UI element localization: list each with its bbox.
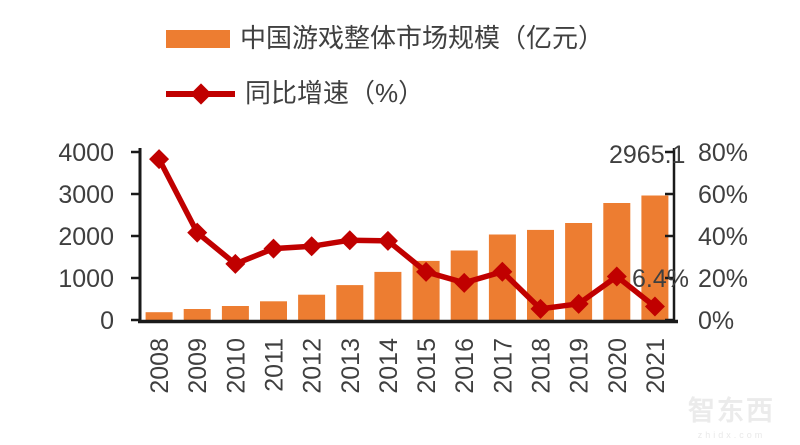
growth-marker-2019 [568,293,589,314]
legend-item-market-size: 中国游戏整体市场规模（亿元） [166,23,605,54]
bar-2013 [336,285,364,320]
x-axis-label-2016: 2016 [451,338,479,394]
bar-2008 [145,312,173,320]
growth-marker-2013 [339,230,360,251]
right-axis-tick-label-0%: 0% [698,307,734,335]
growth-marker-2010 [225,253,246,274]
bar-2012 [298,294,326,320]
legend-label-growth-rate: 同比增速（%） [245,78,425,108]
x-axis-label-2018: 2018 [528,338,556,394]
annotation-2021-bar-value: 2965.1 [609,141,686,169]
right-axis-tick-label-60%: 60% [698,181,748,209]
bar-2009 [183,309,211,320]
right-axis-tick-label-80%: 80% [698,139,748,167]
watermark: 智东西 zhidx.com [688,389,775,440]
bar-2020 [603,203,631,320]
growth-marker-2020 [606,266,627,287]
growth-marker-2009 [187,222,208,243]
x-axis-label-2008: 2008 [146,338,174,394]
growth-marker-2018 [530,298,551,319]
bar-2011 [260,301,287,320]
bar-2010 [221,306,249,320]
watermark-url: zhidx.com [697,430,766,440]
bar-series-swatch-icon [166,29,230,48]
growth-marker-2016 [454,272,475,293]
growth-marker-2014 [377,230,398,251]
annotation-2021-growth-value: 6.4% [632,265,689,293]
watermark-logo-text: 智东西 [688,396,775,426]
growth-marker-2015 [416,261,437,282]
x-axis-label-2012: 2012 [299,338,327,394]
legend-item-growth-rate: 同比增速（%） [166,78,425,109]
legend-label-market-size: 中国游戏整体市场规模（亿元） [240,23,605,53]
x-axis-label-2021: 2021 [642,338,670,394]
x-axis-label-2014: 2014 [375,338,403,394]
x-axis-label-2011: 2011 [261,338,289,392]
x-axis-label-2009: 2009 [184,338,212,394]
left-axis-tick-label-2000: 2000 [58,223,114,251]
bar-2014 [374,271,402,320]
line-series-swatch-icon [166,83,235,105]
x-axis-label-2013: 2013 [337,338,365,394]
left-axis-tick-label-1000: 1000 [58,265,114,293]
right-axis-tick-label-40%: 40% [698,223,748,251]
x-axis-label-2019: 2019 [566,338,594,394]
right-axis-tick-label-20%: 20% [698,265,748,293]
x-axis-label-2020: 2020 [604,338,632,394]
left-axis-tick-label-0: 0 [100,307,114,335]
growth-marker-2008 [149,149,170,170]
x-axis-label-2017: 2017 [489,338,517,394]
x-axis-label-2010: 2010 [222,338,250,394]
growth-marker-2017 [492,261,513,282]
left-axis-tick-label-4000: 4000 [58,139,114,167]
growth-marker-2021 [644,296,665,317]
growth-marker-2012 [301,236,322,257]
left-axis-tick-label-3000: 3000 [58,181,114,209]
growth-marker-2011 [263,238,284,259]
x-axis-label-2015: 2015 [413,338,441,394]
